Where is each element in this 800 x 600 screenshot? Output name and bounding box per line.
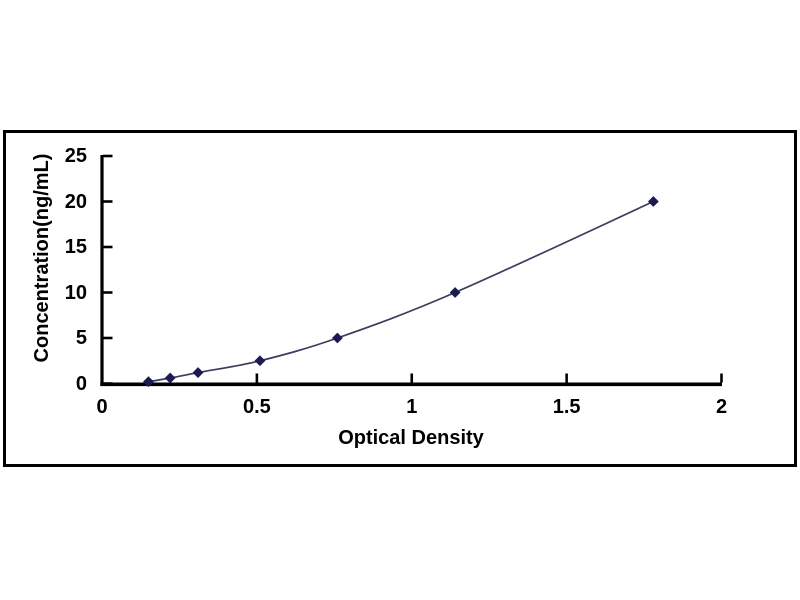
data-point-marker [647, 196, 659, 207]
x-tick-label: 2 [715, 396, 728, 418]
data-point-marker [164, 372, 176, 384]
x-tick-label: 1.5 [552, 396, 581, 418]
standard-curve-line [148, 200, 654, 383]
data-point-marker [254, 355, 266, 367]
data-point-marker [192, 367, 204, 378]
y-tick-label: 25 [64, 145, 87, 167]
data-point-marker [449, 287, 461, 298]
x-tick-label: 0 [96, 396, 108, 418]
x-axis-title: Optical Density [338, 427, 484, 449]
data-point-marker [143, 376, 154, 388]
y-tick-label: 20 [64, 190, 87, 213]
y-tick-label: 5 [75, 327, 87, 349]
x-tick-label: 0.5 [242, 396, 271, 418]
y-axis-title: Concentration(ng/mL) [31, 153, 53, 363]
chart-frame [3, 130, 797, 467]
x-tick-label: 1 [406, 396, 418, 418]
y-tick-label: 15 [64, 236, 87, 258]
data-point-marker [332, 332, 343, 344]
y-tick-label: 10 [64, 281, 87, 304]
y-tick-label: 0 [75, 372, 87, 395]
